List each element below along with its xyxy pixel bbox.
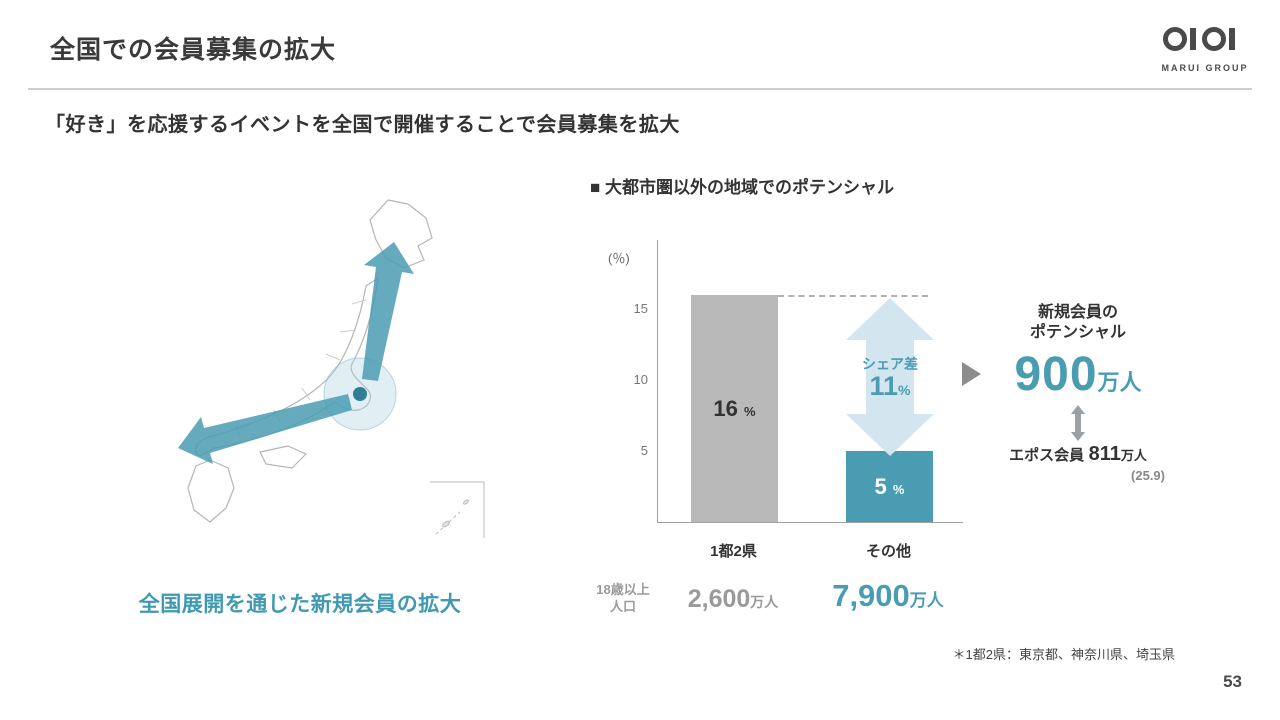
tokyo-dot-icon: [353, 387, 367, 401]
bar-1to2ken: 16 %: [691, 295, 778, 522]
marui-logo: MARUI GROUP: [1160, 26, 1250, 73]
dashed-reference-line: [778, 295, 928, 297]
updown-arrow-icon: [973, 405, 1183, 441]
y-tick-5: 5: [640, 443, 648, 458]
japan-map-section: 全国展開を通じた新規会員の拡大: [90, 190, 530, 630]
y-axis-unit: (％): [608, 251, 630, 266]
share-gap-arrow-icon: [846, 298, 934, 456]
slide-subtitle: 「好き」を応援するイベントを全国で開催することで会員募集を拡大: [45, 114, 680, 136]
page-number: 53: [1223, 672, 1242, 691]
potential-value: 900万人: [1014, 348, 1142, 401]
potential-block: 新規会員の ポテンシャル 900万人 エポス会員 811万人 (25.9): [973, 303, 1183, 483]
epos-note: (25.9): [1131, 468, 1165, 483]
category-label-sonota: その他: [865, 543, 911, 560]
potential-heading: 新規会員の ポテンシャル: [1029, 304, 1126, 341]
title-divider: [28, 88, 1252, 90]
logo-company-name: MARUI GROUP: [1161, 63, 1249, 73]
y-tick-15: 15: [633, 301, 648, 316]
map-caption: 全国展開を通じた新規会員の拡大: [138, 593, 462, 616]
population-value-sonota: 7,900万人: [832, 578, 944, 613]
share-gap-value: 11%: [869, 371, 911, 401]
category-label-1to2ken: 1都2県: [710, 543, 757, 560]
page-title: 全国での会員募集の拡大: [50, 36, 337, 64]
logo-oioi-icon: [1163, 27, 1235, 51]
footnote: ＊1都2県：東京都、神奈川県、埼玉県: [952, 647, 1175, 662]
y-tick-10: 10: [633, 372, 648, 387]
population-row-label: 18歳以上 人口: [596, 582, 650, 614]
expansion-arrows-icon: [178, 242, 414, 464]
population-value-1to2ken: 2,600万人: [687, 585, 779, 613]
arrow-right-icon: [962, 362, 981, 386]
share-gap-label: シェア差: [862, 356, 918, 372]
japan-map-icon: [178, 199, 485, 538]
chart-plot: (％) 15 10 5 16 % 5 % シェア差 11%: [608, 240, 963, 523]
chart-heading: ■ 大都市圏以外の地域でのポテンシャル: [590, 178, 894, 197]
bar-value-label: 16 %: [713, 395, 756, 421]
bar-value-label: 5 %: [874, 473, 905, 499]
bar-sonota: 5 %: [846, 451, 933, 522]
chart-section: ■ 大都市圏以外の地域でのポテンシャル (％) 15 10 5 16 % 5 %…: [585, 168, 1225, 658]
epos-members: エポス会員 811万人: [1009, 443, 1147, 465]
